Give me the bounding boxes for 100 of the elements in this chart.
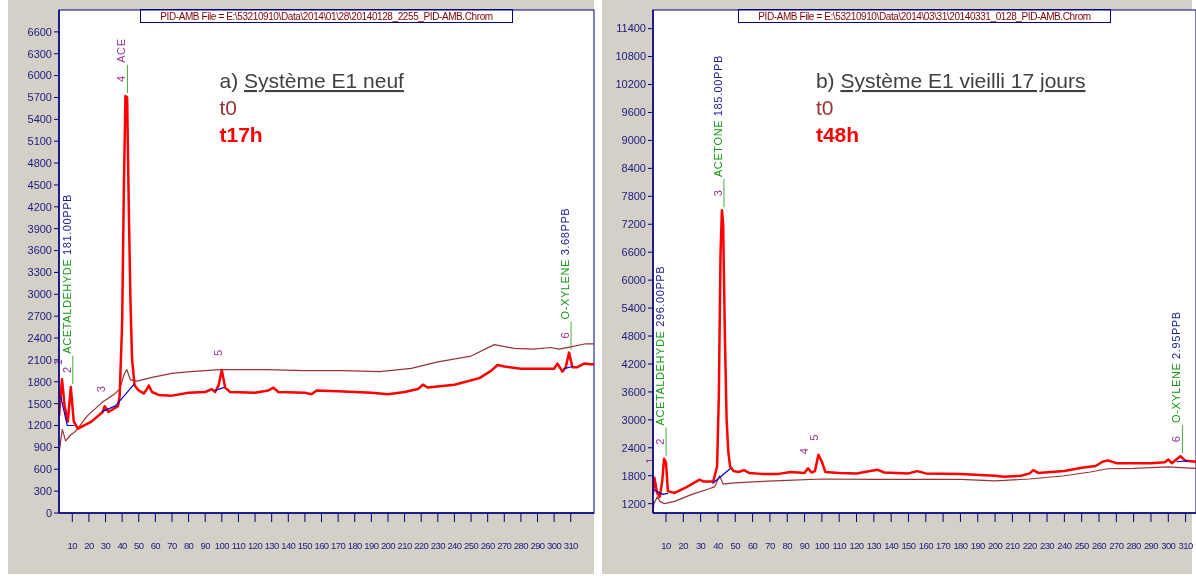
- x-tick-label: 260: [1091, 540, 1107, 551]
- y-tick-label: 6000: [27, 69, 52, 82]
- x-tick-label: 170: [331, 540, 346, 551]
- x-tick-label: 230: [430, 540, 446, 551]
- annotation: 1: [644, 457, 657, 464]
- x-tick-label: 310: [563, 540, 579, 551]
- y-tick-label: 5700: [27, 91, 52, 104]
- y-tick-label: 2400: [621, 441, 646, 454]
- x-tick-label: 200: [988, 540, 1003, 551]
- x-tick-label: 110: [231, 540, 246, 551]
- x-tick-label: 30: [695, 540, 706, 551]
- y-tick-label: 3000: [27, 288, 52, 301]
- x-tick-label: 210: [1005, 540, 1020, 551]
- y-tick-label: 6000: [621, 273, 646, 286]
- x-tick-label: 170: [936, 540, 951, 551]
- chart-subtitle: PID-AMB File = E:\53210910\Data\2014\03\31\20140331_0128_PID-AMB.Chrom: [758, 10, 1091, 22]
- x-tick-label: 140: [884, 540, 899, 551]
- x-tick-label: 310: [1178, 540, 1193, 551]
- x-tick-label: 70: [765, 540, 775, 551]
- y-tick-label: 2100: [27, 353, 52, 366]
- x-tick-label: 220: [414, 540, 429, 551]
- text: t48h: [815, 123, 860, 146]
- x-tick-label: 240: [1057, 540, 1072, 551]
- x-tick-label: 90: [799, 540, 810, 551]
- x-tick-label: 220: [1022, 540, 1038, 551]
- x-tick-label: 240: [447, 540, 462, 551]
- x-tick-label: 290: [530, 540, 545, 551]
- chart-subtitle: PID-AMB File = E:\53210910\Data\2014\01\28\20140128_2255_PID-AMB.Chrom: [160, 10, 493, 22]
- y-tick-label: 5400: [621, 301, 646, 314]
- y-tick-label: 7800: [621, 190, 646, 203]
- x-tick-label: 250: [464, 540, 479, 551]
- annotation: O-XYLENE 3.68PPB: [559, 207, 572, 320]
- x-tick-label: 70: [167, 540, 177, 551]
- x-tick-label: 130: [866, 540, 882, 551]
- x-tick-label: 30: [100, 540, 111, 551]
- x-tick-label: 300: [1161, 540, 1176, 551]
- y-tick-label: 7200: [621, 218, 646, 231]
- y-tick-label: 2400: [27, 331, 52, 344]
- x-tick-label: 280: [1126, 540, 1141, 551]
- y-tick-label: 3300: [27, 266, 52, 279]
- y-tick-label: 300: [33, 484, 52, 497]
- y-tick-label: 4800: [621, 329, 646, 342]
- x-tick-label: 100: [814, 540, 830, 551]
- x-tick-label: 270: [1109, 540, 1124, 551]
- text: t0: [815, 96, 834, 119]
- x-tick-label: 20: [84, 540, 94, 551]
- y-tick-label: 11400: [616, 22, 646, 35]
- annotation: ACE: [115, 38, 128, 63]
- x-tick-label: 300: [547, 540, 562, 551]
- x-tick-label: 190: [970, 540, 986, 551]
- y-tick-label: 2700: [27, 310, 52, 323]
- y-tick-label: 4800: [27, 156, 52, 169]
- annotation: 5: [211, 349, 224, 357]
- x-tick-label: 10: [661, 540, 671, 551]
- annotation: 2: [60, 366, 73, 373]
- x-tick-label: 120: [849, 540, 864, 551]
- x-tick-label: 270: [497, 540, 512, 551]
- x-tick-label: 180: [347, 540, 363, 551]
- y-tick-label: 600: [33, 463, 52, 476]
- y-tick-label: 3600: [621, 385, 646, 398]
- x-tick-label: 50: [730, 540, 741, 551]
- x-tick-label: 130: [264, 540, 280, 551]
- x-tick-label: 80: [782, 540, 793, 551]
- y-tick-label: 0: [45, 506, 52, 519]
- x-tick-label: 60: [150, 540, 161, 551]
- y-tick-label: 5400: [27, 113, 52, 126]
- y-tick-label: 3000: [621, 413, 646, 426]
- y-tick-label: 3600: [27, 244, 52, 257]
- line-series: [653, 209, 1196, 499]
- x-tick-label: 160: [314, 540, 329, 551]
- y-tick-label: 1800: [27, 375, 52, 388]
- x-tick-label: 190: [364, 540, 379, 551]
- x-tick-label: 90: [200, 540, 211, 551]
- x-tick-label: 290: [1143, 540, 1159, 551]
- x-tick-label: 80: [183, 540, 194, 551]
- y-tick-label: 1200: [621, 497, 646, 510]
- x-tick-label: 110: [832, 540, 847, 551]
- x-tick-label: 250: [1074, 540, 1090, 551]
- x-tick-label: 260: [480, 540, 495, 551]
- annotation: 4: [798, 447, 811, 455]
- y-tick-label: 1800: [621, 469, 646, 482]
- y-tick-label: 6600: [27, 25, 52, 38]
- annotation: ACETONE 185.00PPB: [711, 55, 724, 178]
- x-tick-label: 150: [297, 540, 313, 551]
- annotation: 3: [94, 385, 107, 393]
- text: b) Système E1 vieilli 17 jours: [815, 69, 1086, 92]
- annotation: 3: [711, 189, 724, 197]
- x-tick-label: 150: [901, 540, 916, 551]
- y-tick-label: 6600: [621, 246, 646, 259]
- annotation: 5: [808, 434, 821, 441]
- x-tick-label: 100: [214, 540, 230, 551]
- annotation: ACETALDEHYDE 296.00PPB: [654, 265, 667, 426]
- y-tick-label: 5100: [27, 135, 52, 148]
- x-tick-label: 180: [953, 540, 968, 551]
- y-tick-label: 900: [33, 441, 52, 454]
- x-tick-label: 40: [117, 540, 128, 551]
- x-tick-label: 20: [678, 540, 689, 551]
- y-tick-label: 6300: [27, 47, 52, 60]
- x-tick-label: 230: [1040, 540, 1055, 551]
- annotation: 1: [51, 358, 64, 366]
